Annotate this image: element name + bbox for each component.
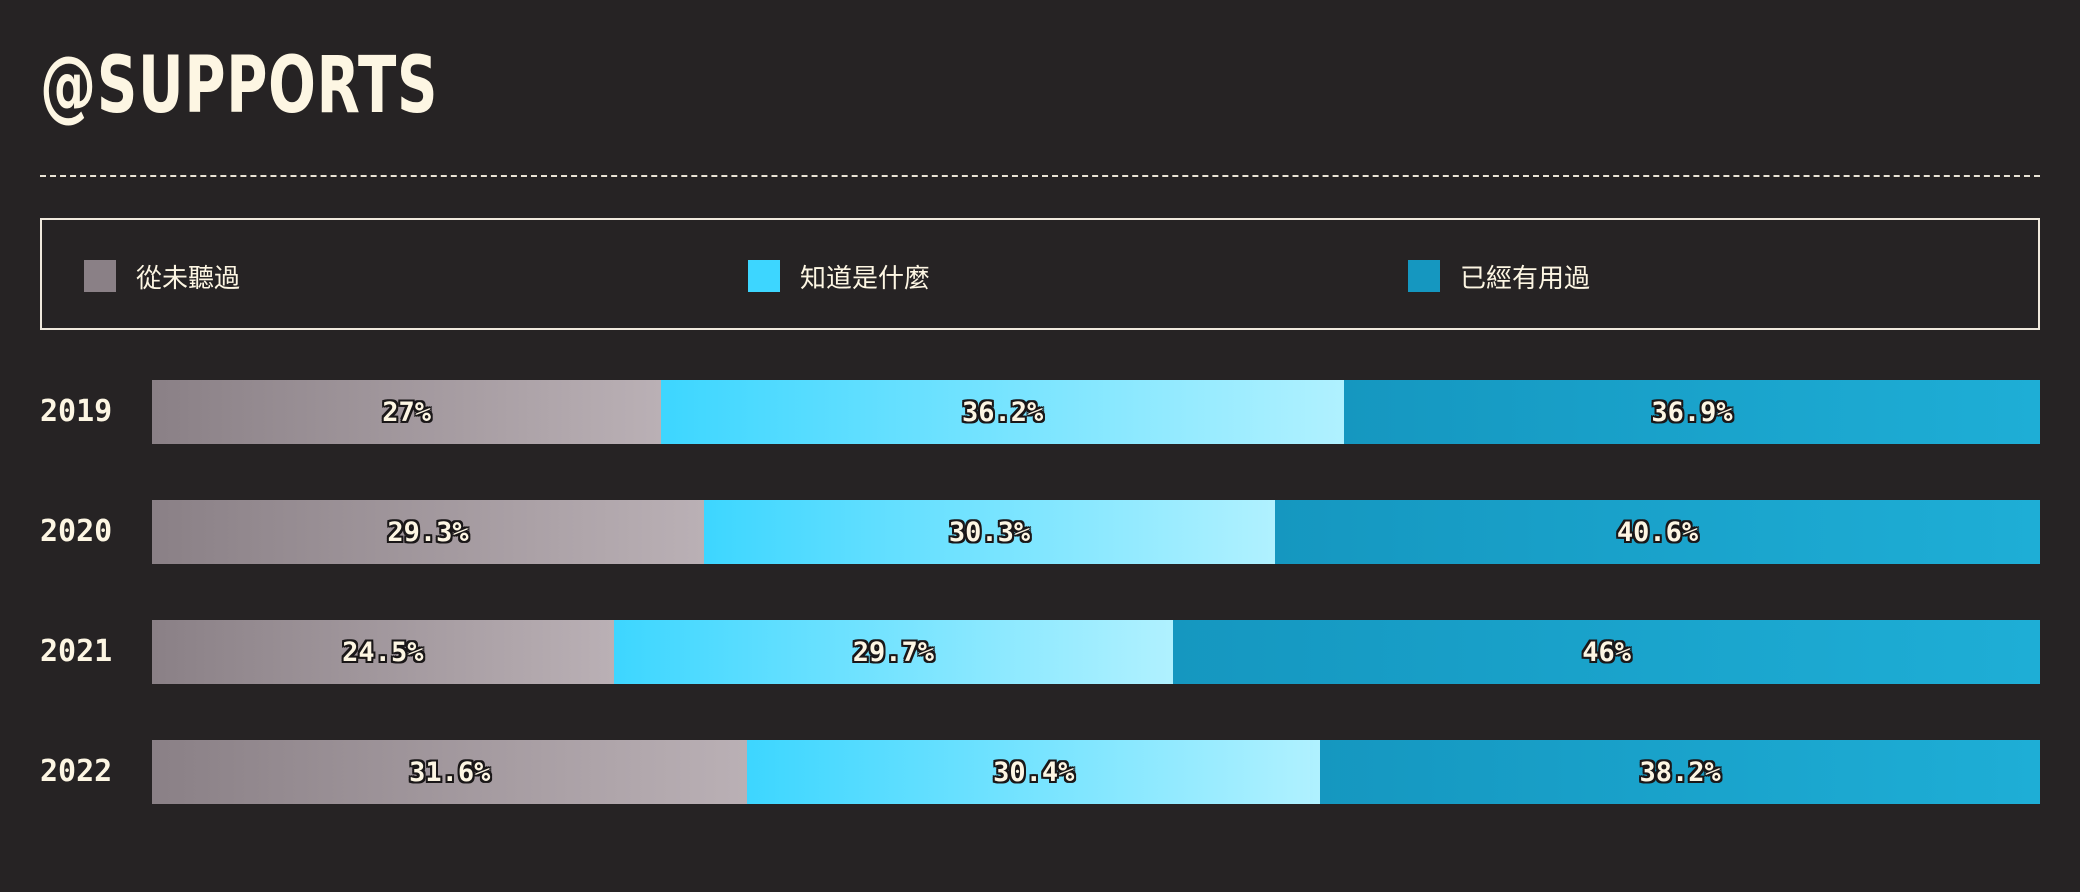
data-label-never-heard-2022: 31.6% [409,756,491,788]
legend-label-know-what: 知道是什麼 [800,263,931,294]
year-label-2022: 2022 [40,754,113,789]
bar-segment-have-used-2021: 46% [1173,620,2040,684]
data-label-have-used-2022: 38.2% [1639,756,1721,788]
bar-segment-know-what-2019: 36.2% [661,380,1345,444]
bar-2020: 29.3% 30.3% 40.6% [152,500,2040,564]
chart-title: @SUPPORTS [40,41,439,131]
data-label-know-what-2020: 30.3% [948,516,1031,548]
data-label-have-used-2021: 46% [1582,636,1631,668]
bar-segment-never-heard-2019: 27% [152,380,662,444]
legend-item-have-used: 已經有用過 [1408,260,1591,294]
bar-segment-know-what-2021: 29.7% [613,620,1174,684]
data-label-know-what-2022: 30.4% [993,756,1075,788]
data-label-know-what-2021: 29.7% [852,636,935,668]
data-label-never-heard-2019: 27% [382,396,432,428]
bar-segment-know-what-2022: 30.4% [747,740,1321,804]
bar-segment-never-heard-2020: 29.3% [152,500,705,564]
bar-segment-never-heard-2021: 24.5% [152,620,614,684]
legend-label-never-heard: 從未聽過 [136,263,241,294]
bar-segment-never-heard-2022: 31.6% [152,740,748,804]
legend-swatch-know-what [748,260,780,292]
data-label-know-what-2019: 36.2% [961,396,1044,428]
year-label-2021: 2021 [40,634,113,669]
bar-segment-have-used-2022: 38.2% [1320,740,2040,804]
bar-2021: 24.5% 29.7% 46% [152,620,2040,684]
bar-segment-have-used-2019: 36.9% [1344,380,2040,444]
dashed-divider [40,175,2040,177]
legend-swatch-have-used [1408,260,1440,292]
legend: 從未聽過 知道是什麼 已經有用過 [40,218,2040,330]
bar-2019: 27% 36.2% 36.9% [152,380,2040,444]
year-label-2019: 2019 [40,394,113,429]
bar-segment-know-what-2020: 30.3% [704,500,1275,564]
year-label-2020: 2020 [40,514,113,549]
data-label-never-heard-2021: 24.5% [342,636,424,668]
data-label-never-heard-2020: 29.3% [387,516,469,548]
bar-2022: 31.6% 30.4% 38.2% [152,740,2040,804]
legend-item-know-what: 知道是什麼 [748,260,931,294]
data-label-have-used-2019: 36.9% [1651,396,1733,428]
legend-swatch-never-heard [84,260,116,292]
bar-segment-have-used-2020: 40.6% [1275,500,2040,564]
legend-item-never-heard: 從未聽過 [84,260,241,294]
legend-label-have-used: 已經有用過 [1460,263,1591,294]
data-label-have-used-2020: 40.6% [1616,516,1699,548]
